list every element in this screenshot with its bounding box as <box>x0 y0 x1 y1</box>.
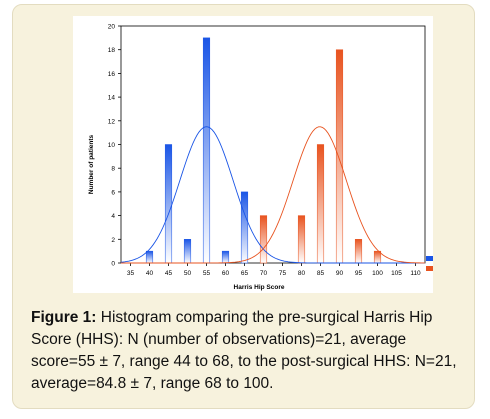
y-tick-label: 6 <box>111 189 115 196</box>
x-tick-label: 35 <box>127 270 135 277</box>
histogram-chart: 0 2 4 6 8 10 12 14 16 18 20 35 40 45 50 55 60 65 70 75 80 85 9… <box>88 24 433 291</box>
y-axis-label: Number of patients <box>88 135 95 195</box>
y-tick-label: 16 <box>108 71 116 78</box>
figure-card: 0 2 4 6 8 10 12 14 16 18 20 35 40 45 50 55 60 65 70 75 80 85 9… <box>12 4 475 409</box>
caption-label: Figure 1: <box>31 309 97 326</box>
x-tick-label: 70 <box>260 270 268 277</box>
x-tick-label: 95 <box>355 270 363 277</box>
y-tick-label: 14 <box>108 95 116 102</box>
x-tick-label: 90 <box>336 270 344 277</box>
x-tick-label: 80 <box>298 270 306 277</box>
normal-fit-curve <box>121 126 426 264</box>
x-axis-label: Harris Hip Score <box>234 284 285 291</box>
y-tick-label: 8 <box>111 166 115 173</box>
x-tick-label: 50 <box>184 270 192 277</box>
histogram-bar <box>145 250 154 264</box>
x-tick-label: 60 <box>222 270 230 277</box>
histogram-bar <box>335 49 344 264</box>
y-tick-label: 20 <box>108 24 116 31</box>
x-tick-label: 40 <box>146 270 154 277</box>
x-tick-label: 100 <box>372 270 383 277</box>
histogram-bar <box>183 239 192 264</box>
x-tick-label: 85 <box>317 270 325 277</box>
x-tick-label: 55 <box>203 270 211 277</box>
x-tick-label: 110 <box>410 270 421 277</box>
histogram-bar <box>316 144 325 264</box>
histogram-bar <box>259 215 268 264</box>
y-tick-label: 2 <box>111 237 115 244</box>
histogram-bar <box>354 239 363 264</box>
caption-text: Histogram comparing the pre-surgical Har… <box>31 309 457 392</box>
histogram-bar <box>240 191 249 264</box>
histogram-bar <box>221 250 230 264</box>
histogram-bar <box>164 144 173 264</box>
figure-caption: Figure 1: Histogram comparing the pre-su… <box>31 307 471 395</box>
x-tick-label: 45 <box>165 270 173 277</box>
y-tick-label: 0 <box>111 261 115 268</box>
y-tick-label: 18 <box>108 47 116 54</box>
y-tick-label: 12 <box>108 118 116 125</box>
histogram-bar <box>202 37 211 264</box>
x-tick-label: 65 <box>241 270 249 277</box>
x-tick-label: 75 <box>279 270 287 277</box>
legend-swatch <box>426 256 433 261</box>
normal-fit-curve <box>120 126 425 264</box>
y-tick-label: 10 <box>108 142 116 149</box>
chart-area: 0 2 4 6 8 10 12 14 16 18 20 35 40 45 50 55 60 65 70 75 80 85 9… <box>73 16 433 293</box>
legend-swatch <box>426 266 433 271</box>
histogram-bar <box>297 215 306 264</box>
y-tick-label: 4 <box>111 213 115 220</box>
x-tick-label: 105 <box>391 270 402 277</box>
